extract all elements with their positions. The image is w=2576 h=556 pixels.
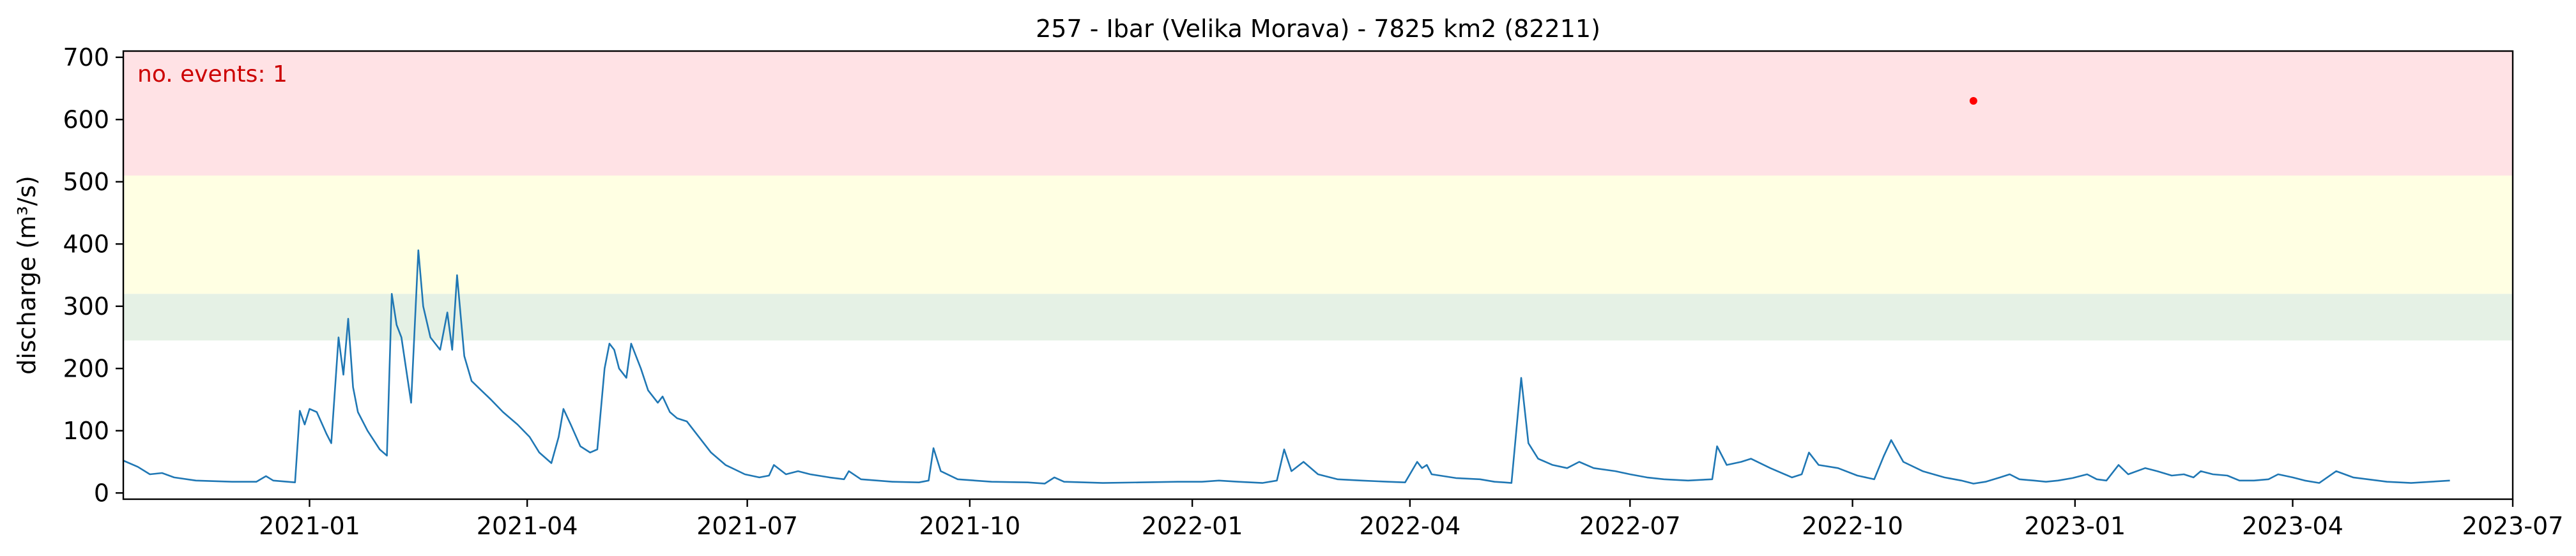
x-tick-label-11: 2023-07 — [2462, 512, 2564, 540]
y-axis: 0 100 200 300 400 500 600 700 — [63, 43, 123, 507]
y-tick-label-6: 500 — [63, 168, 109, 196]
event-marker-1 — [1969, 97, 1977, 105]
threshold-band-2 — [123, 176, 2513, 294]
y-tick-label-7: 600 — [63, 105, 109, 133]
y-axis-label: discharge (m³/s) — [13, 176, 41, 375]
chart-title: 257 - Ibar (Velika Morava) - 7825 km2 (8… — [1036, 15, 1600, 43]
series-layer — [123, 249, 2450, 485]
threshold-band-1 — [123, 294, 2513, 341]
x-tick-label-5: 2022-01 — [1142, 512, 1243, 540]
x-tick-label-8: 2022-10 — [1802, 512, 1903, 540]
y-tick-label-1: 0 — [94, 479, 109, 507]
x-tick-label-3: 2021-07 — [696, 512, 798, 540]
x-tick-label-1: 2021-01 — [259, 512, 360, 540]
x-tick-label-6: 2022-04 — [1359, 512, 1460, 540]
y-tick-label-5: 400 — [63, 230, 109, 258]
x-tick-label-7: 2022-07 — [1579, 512, 1681, 540]
x-tick-label-4: 2021-10 — [919, 512, 1021, 540]
x-axis: 2021-01 2021-04 2021-07 2021-10 2022-01 2022-… — [259, 499, 2563, 540]
y-tick-label-3: 200 — [63, 354, 109, 382]
x-tick-label-10: 2023-04 — [2242, 512, 2343, 540]
threshold-band-3 — [123, 51, 2513, 176]
y-tick-label-4: 300 — [63, 292, 109, 320]
x-tick-label-9: 2023-01 — [2024, 512, 2126, 540]
plot-frame — [122, 50, 2514, 500]
threshold-bands — [123, 51, 2513, 341]
event-count-annotation: no. events: 1 — [137, 61, 288, 87]
event-markers — [1969, 97, 1977, 105]
x-tick-label-2: 2021-04 — [477, 512, 578, 540]
y-tick-label-8: 700 — [63, 43, 109, 71]
discharge-series-line — [123, 249, 2450, 485]
y-tick-label-2: 100 — [63, 417, 109, 445]
